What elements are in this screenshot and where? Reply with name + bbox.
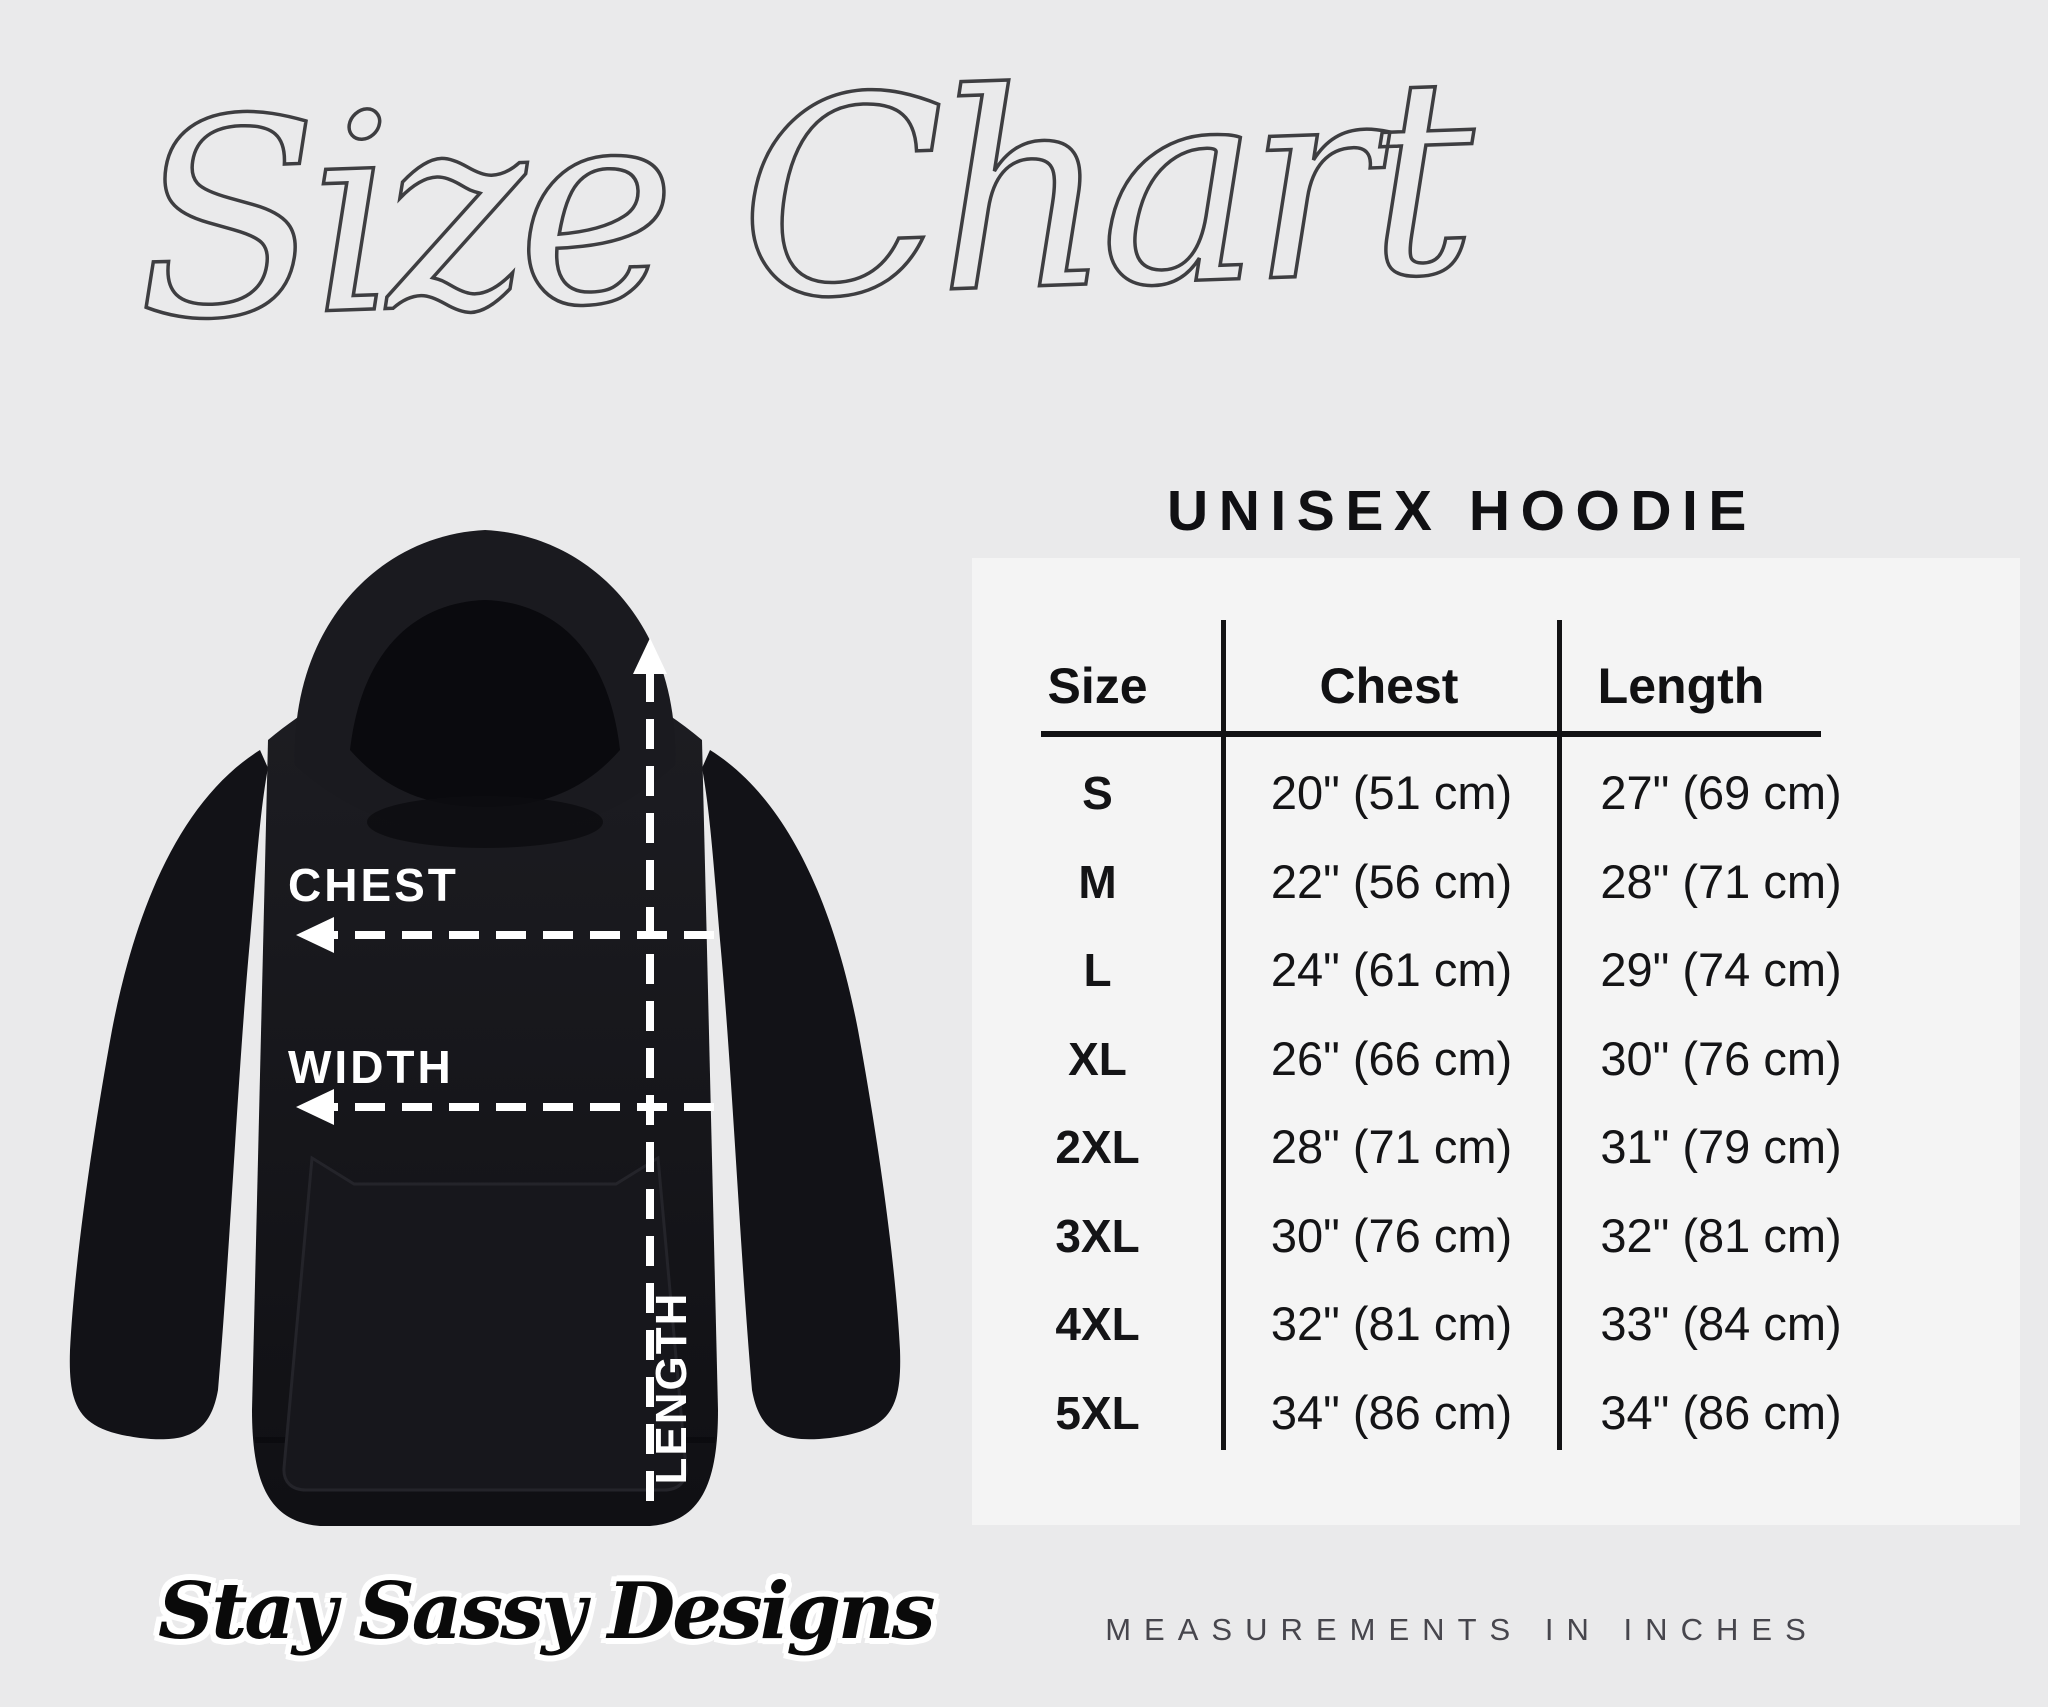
size-cell: XL [1068,1032,1127,1085]
chest-cell: 24" (61 cm) [1270,943,1513,996]
page-title: Size Chart [128,18,1471,384]
chest-cell: 30" (76 cm) [1270,1208,1513,1262]
length-cell: 31" (79 cm) [1600,1120,1842,1173]
length-cell: 28" (71 cm) [1600,854,1842,908]
chest-arrowhead-left-icon [296,917,334,953]
chest-cell: 32" (81 cm) [1270,1297,1513,1350]
table-row: 3XL 30" (76 cm) 32" (81 cm) [972,1192,2020,1281]
width-measure-label: WIDTH [288,1041,454,1093]
hoodie-right-sleeve [702,750,901,1440]
chest-cell: 20" (51 cm) [1270,766,1513,819]
table-row: S 20" (51 cm) 27" (69 cm) [972,749,2020,838]
hood-neck-shadow [367,796,603,848]
chest-cell: 26" (66 cm) [1270,1031,1513,1085]
length-measure-label: LENGTH [647,1291,696,1485]
length-cell: 32" (81 cm) [1600,1208,1842,1262]
size-table-panel: Size Chest Length S 20" (51 cm) 27" (69 … [972,558,2020,1525]
size-cell: M [1078,855,1117,908]
chest-cell: 22" (56 cm) [1270,854,1513,908]
length-cell: 29" (74 cm) [1600,943,1842,996]
size-cell: S [1082,767,1113,819]
length-cell: 27" (69 cm) [1600,766,1842,819]
table-row: L 24" (61 cm) 29" (74 cm) [972,926,2020,1015]
hoodie-illustration [69,530,901,1526]
length-cell: 30" (76 cm) [1600,1031,1842,1085]
column-header-chest: Chest [1319,658,1459,714]
table-row: 2XL 28" (71 cm) 31" (79 cm) [972,1103,2020,1192]
table-column-divider [1221,620,1226,1450]
chest-cell: 28" (71 cm) [1270,1120,1513,1173]
length-arrowhead-up-icon [633,638,667,674]
hood-opening [350,600,620,807]
size-cell: 5XL [1055,1386,1140,1439]
hoodie-diagram: CHEST WIDTH LENGTH [50,510,920,1570]
measurements-note: MEASUREMENTS IN INCHES [1105,1612,1819,1647]
product-heading: UNISEX HOODIE [1167,479,1757,543]
hoodie-pocket [282,1155,688,1492]
table-row: M 22" (56 cm) 28" (71 cm) [972,838,2020,927]
table-header-divider [1041,731,1821,737]
column-header-length: Length [1597,658,1765,714]
brand-signature: Stay Sassy Designs [158,1566,936,1657]
size-cell: 3XL [1055,1209,1140,1262]
length-cell: 33" (84 cm) [1600,1297,1842,1350]
size-cell: L [1083,944,1112,996]
hoodie-left-sleeve [69,750,268,1440]
size-table-body: S 20" (51 cm) 27" (69 cm) M 22" (56 cm) … [972,749,2020,1457]
column-header-size: Size [1047,658,1148,714]
table-row: 4XL 32" (81 cm) 33" (84 cm) [972,1280,2020,1369]
width-arrowhead-left-icon [296,1089,334,1125]
table-row: 5XL 34" (86 cm) 34" (86 cm) [972,1369,2020,1458]
size-cell: 4XL [1055,1298,1140,1350]
chest-measure-label: CHEST [288,859,459,911]
table-column-divider [1557,620,1562,1450]
chest-cell: 34" (86 cm) [1270,1385,1513,1439]
length-cell: 34" (86 cm) [1600,1385,1842,1439]
table-row: XL 26" (66 cm) 30" (76 cm) [972,1015,2020,1104]
size-cell: 2XL [1055,1121,1140,1173]
